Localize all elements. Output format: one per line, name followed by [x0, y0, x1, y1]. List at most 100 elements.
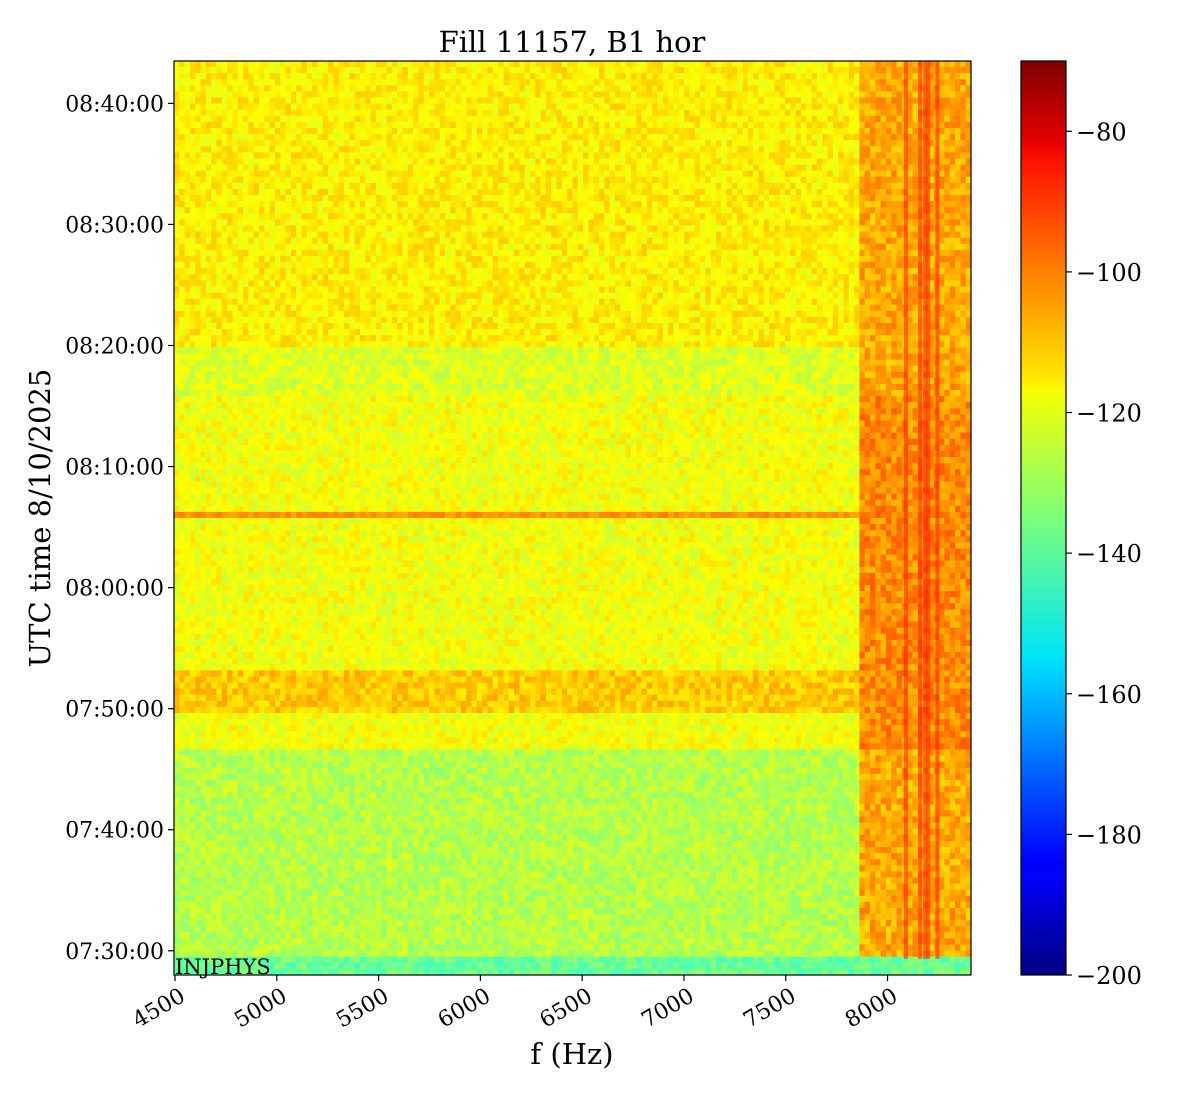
heatmap-cell	[440, 165, 446, 172]
heatmap-cell	[424, 250, 430, 257]
heatmap-cell	[615, 213, 621, 220]
heatmap-cell	[472, 67, 478, 74]
heatmap-cell	[174, 116, 180, 123]
heatmap-cell	[663, 134, 669, 141]
heatmap-cell	[514, 195, 520, 202]
heatmap-cell	[232, 232, 238, 239]
heatmap-cell	[206, 73, 212, 80]
heatmap-cell	[663, 256, 669, 263]
heatmap-cell	[434, 158, 440, 165]
heatmap-cell	[743, 158, 749, 165]
heatmap-cell	[280, 104, 286, 111]
heatmap-cell	[413, 140, 419, 147]
heatmap-cell	[881, 189, 887, 196]
heatmap-cell	[588, 122, 594, 129]
heatmap-cell	[307, 250, 313, 257]
heatmap-cell	[838, 250, 844, 257]
heatmap-cell	[190, 91, 196, 98]
heatmap-cell	[870, 146, 876, 153]
heatmap-cell	[822, 128, 828, 135]
heatmap-cell	[365, 219, 371, 226]
heatmap-cell	[732, 73, 738, 80]
heatmap-cell	[541, 238, 547, 245]
heatmap-cell	[812, 189, 818, 196]
heatmap-cell	[349, 219, 355, 226]
heatmap-cell	[360, 104, 366, 111]
heatmap-cell	[652, 116, 658, 123]
heatmap-cell	[254, 140, 260, 147]
heatmap-cell	[620, 201, 626, 208]
heatmap-cell	[440, 207, 446, 214]
heatmap-cell	[950, 91, 956, 98]
heatmap-cell	[700, 67, 706, 74]
heatmap-cell	[402, 238, 408, 245]
heatmap-cell	[583, 213, 589, 220]
heatmap-cell	[195, 195, 201, 202]
heatmap-cell	[211, 238, 217, 245]
heatmap-cell	[658, 189, 664, 196]
heatmap-cell	[519, 207, 525, 214]
heatmap-cell	[402, 226, 408, 233]
heatmap-cell	[254, 67, 260, 74]
heatmap-cell	[434, 128, 440, 135]
heatmap-cell	[626, 73, 632, 80]
heatmap-cell	[397, 244, 403, 251]
heatmap-cell	[248, 116, 254, 123]
heatmap-cell	[317, 250, 323, 257]
heatmap-cell	[849, 238, 855, 245]
heatmap-cell	[758, 165, 764, 172]
heatmap-cell	[211, 256, 217, 263]
heatmap-cell	[604, 171, 610, 178]
heatmap-cell	[317, 226, 323, 233]
heatmap-cell	[567, 116, 573, 123]
heatmap-cell	[424, 183, 430, 190]
heatmap-cell	[620, 189, 626, 196]
heatmap-cell	[413, 91, 419, 98]
heatmap-cell	[944, 238, 950, 245]
heatmap-cell	[275, 219, 281, 226]
heatmap-cell	[562, 201, 568, 208]
heatmap-cell	[264, 207, 270, 214]
heatmap-cell	[349, 61, 355, 68]
heatmap-cell	[434, 232, 440, 239]
heatmap-cell	[817, 256, 823, 263]
heatmap-cell	[307, 122, 313, 129]
heatmap-cell	[801, 73, 807, 80]
heatmap-cell	[838, 91, 844, 98]
heatmap-cell	[944, 134, 950, 141]
heatmap-cell	[913, 183, 919, 190]
heatmap-cell	[578, 152, 584, 159]
heatmap-cell	[397, 73, 403, 80]
heatmap-cell	[227, 226, 233, 233]
heatmap-cell	[328, 250, 334, 257]
heatmap-cell	[658, 171, 664, 178]
heatmap-cell	[360, 213, 366, 220]
heatmap-cell	[790, 122, 796, 129]
heatmap-cell	[264, 152, 270, 159]
heatmap-cell	[270, 219, 276, 226]
heatmap-cell	[812, 207, 818, 214]
heatmap-cell	[721, 238, 727, 245]
heatmap-cell	[222, 250, 228, 257]
heatmap-cell	[381, 146, 387, 153]
heatmap-cell	[317, 85, 323, 92]
heatmap-cell	[774, 250, 780, 257]
heatmap-cell	[509, 189, 515, 196]
heatmap-cell	[859, 128, 865, 135]
heatmap-cell	[562, 61, 568, 68]
heatmap-cell	[679, 128, 685, 135]
heatmap-cell	[663, 244, 669, 251]
heatmap-cell	[939, 91, 945, 98]
heatmap-cell	[355, 232, 361, 239]
heatmap-cell	[280, 262, 286, 269]
heatmap-cell	[530, 122, 536, 129]
heatmap-cell	[371, 79, 377, 86]
heatmap-cell	[594, 67, 600, 74]
heatmap-cell	[642, 152, 648, 159]
heatmap-cell	[418, 195, 424, 202]
heatmap-cell	[774, 61, 780, 68]
heatmap-cell	[286, 201, 292, 208]
heatmap-cell	[440, 79, 446, 86]
heatmap-cell	[206, 110, 212, 117]
heatmap-cell	[493, 152, 499, 159]
